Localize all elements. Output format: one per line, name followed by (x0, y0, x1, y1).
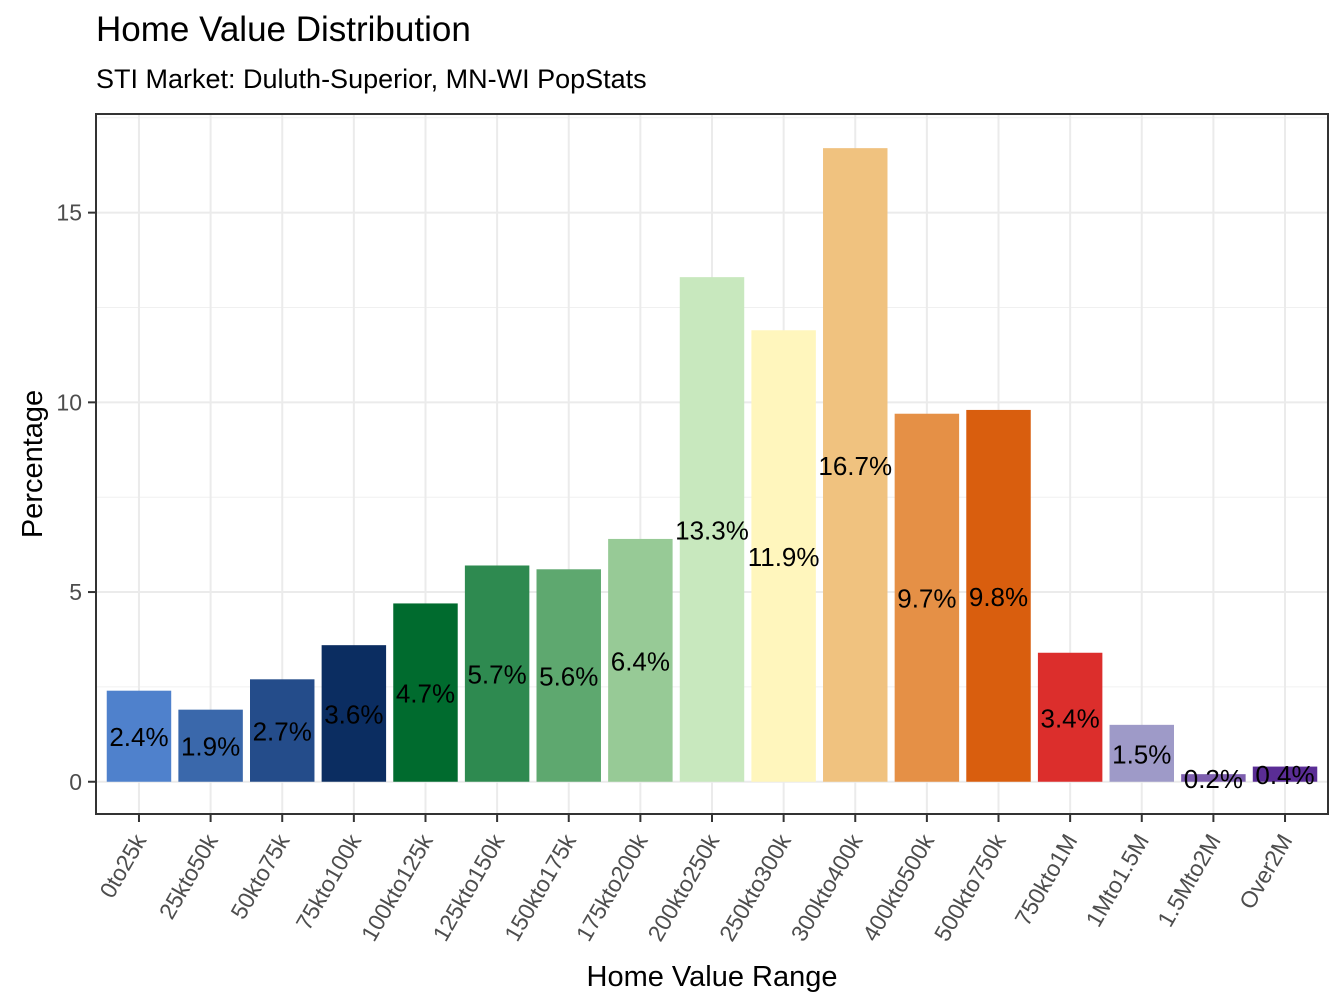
y-tick-label: 0 (69, 769, 82, 795)
data-label-175kto200k: 6.4% (611, 646, 670, 676)
bar-25kto50k (178, 709, 243, 782)
x-tick-label-150kto175k: 150kto175k (499, 829, 581, 945)
data-label-0to25k: 2.4% (109, 722, 168, 752)
bars (106, 148, 1318, 782)
bar-300kto400k (823, 148, 888, 782)
data-label-500kto750k: 9.8% (969, 582, 1028, 612)
data-label-150kto175k: 5.6% (539, 662, 598, 692)
x-tick-label-200kto250k: 200kto250k (642, 829, 724, 945)
data-label-100kto125k: 4.7% (396, 679, 455, 709)
bar-1Mto1.5M (1109, 724, 1174, 782)
data-labels: 2.4% 1.9% 2.7% 3.6% 4.7% 5.7% 5.6% 6.4% 13.3%11.… (109, 451, 1314, 794)
data-label-300kto400k: 16.7% (818, 451, 892, 481)
data-label-750kto1M: 3.4% (1041, 703, 1100, 733)
y-tick-label: 15 (56, 200, 82, 226)
bar-0to25k (106, 690, 172, 782)
x-tick-label-50kto75k: 50kto75k (225, 829, 294, 923)
bar-150kto175k (536, 569, 601, 782)
x-tick-label-400kto500k: 400kto500k (857, 829, 939, 945)
data-label-Over2M: 0.4% (1255, 760, 1314, 790)
data-label-1.5Mto2M: 0.2% (1184, 764, 1243, 794)
x-tick-label-25kto50k: 25kto50k (154, 829, 223, 923)
bar-750kto1M (1037, 652, 1103, 782)
bar-100kto125k (393, 603, 458, 782)
x-tick-label-750kto1M: 750kto1M (1009, 830, 1082, 930)
x-tick-label-75kto100k: 75kto100k (291, 829, 367, 934)
y-tick-label: 5 (69, 579, 82, 605)
bar-50kto75k (250, 679, 315, 782)
x-tick-label-1Mto1.5M: 1Mto1.5M (1080, 830, 1154, 932)
y-tick-label: 10 (56, 389, 82, 415)
chart-title: Home Value Distribution (96, 10, 471, 49)
x-tick-label-175kto200k: 175kto200k (571, 829, 653, 945)
x-tick-label-1.5Mto2M: 1.5Mto2M (1152, 830, 1226, 932)
bar-200kto250k (679, 277, 745, 782)
bar-75kto100k (321, 645, 387, 782)
data-label-50kto75k: 2.7% (253, 717, 312, 747)
data-label-125kto150k: 5.7% (467, 660, 526, 690)
x-tick-label-500kto750k: 500kto750k (929, 829, 1011, 945)
x-axis-title: Home Value Range (587, 961, 838, 993)
x-tick-label-125kto150k: 125kto150k (427, 829, 509, 945)
y-axis-title: Percentage (17, 390, 49, 538)
data-label-400kto500k: 9.7% (897, 584, 956, 614)
x-tick-label-0to25k: 0to25k (94, 829, 151, 902)
bar-Over2M (1252, 766, 1318, 782)
bar-1.5Mto2M (1181, 774, 1246, 782)
x-tick-label-250kto300k: 250kto300k (714, 829, 796, 945)
bar-125kto150k (464, 565, 530, 782)
data-label-1Mto1.5M: 1.5% (1112, 739, 1171, 769)
bar-400kto500k (894, 413, 960, 782)
bar-175kto200k (608, 538, 673, 782)
x-tick-label-100kto125k: 100kto125k (356, 829, 438, 945)
x-tick-label-Over2M: Over2M (1234, 830, 1297, 914)
x-tick-label-300kto400k: 300kto400k (786, 829, 868, 945)
data-label-25kto50k: 1.9% (181, 732, 240, 762)
bar-250kto300k (751, 330, 816, 782)
bar-500kto750k (966, 409, 1031, 782)
data-label-250kto300k: 11.9% (748, 542, 820, 572)
chart-subtitle: STI Market: Duluth-Superior, MN-WI PopSt… (96, 64, 647, 94)
data-label-75kto100k: 3.6% (324, 699, 383, 729)
data-label-200kto250k: 13.3% (675, 515, 749, 545)
